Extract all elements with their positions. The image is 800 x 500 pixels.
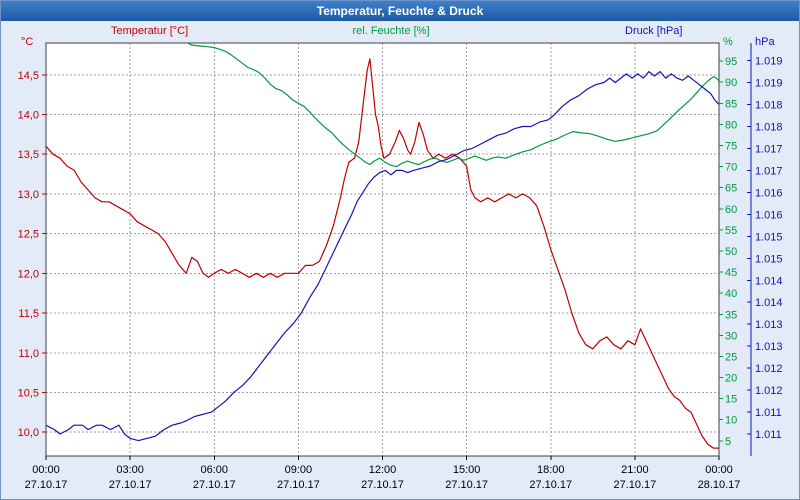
svg-text:95: 95 — [725, 56, 737, 68]
x-tick-date: 27.10.17 — [25, 479, 68, 491]
svg-text:12,5: 12,5 — [18, 229, 39, 241]
x-tick-time: 21:00 — [621, 464, 649, 476]
x-tick-time: 15:00 — [453, 464, 481, 476]
svg-text:75: 75 — [725, 141, 737, 153]
svg-text:1.016: 1.016 — [755, 187, 783, 199]
svg-text:15: 15 — [725, 394, 737, 406]
x-tick-date: 27.10.17 — [613, 479, 656, 491]
svg-text:55: 55 — [725, 225, 737, 237]
svg-text:1.012: 1.012 — [755, 363, 783, 375]
svg-text:1.014: 1.014 — [755, 297, 783, 309]
humidity-axis-unit: % — [723, 36, 733, 48]
svg-text:35: 35 — [725, 309, 737, 321]
svg-text:11,0: 11,0 — [18, 348, 39, 360]
x-tick-time: 12:00 — [369, 464, 397, 476]
svg-text:10,5: 10,5 — [18, 387, 39, 399]
svg-text:1.017: 1.017 — [755, 165, 783, 177]
svg-text:45: 45 — [725, 267, 737, 279]
svg-text:60: 60 — [725, 204, 737, 216]
pressure-axis-unit: hPa — [755, 36, 775, 48]
svg-text:1.015: 1.015 — [755, 253, 783, 265]
window-title: Temperatur, Feuchte & Druck — [316, 4, 484, 18]
svg-text:80: 80 — [725, 119, 737, 131]
svg-text:65: 65 — [725, 183, 737, 195]
svg-text:12,0: 12,0 — [18, 268, 39, 280]
x-tick-time: 09:00 — [285, 464, 313, 476]
x-tick-time: 03:00 — [116, 464, 144, 476]
temperature-axis: 14,5 14,0 13,5 13,0 12,5 12,0 11,5 11,0 10,5 10,0 — [18, 70, 46, 439]
x-tick-time: 18:00 — [537, 464, 565, 476]
svg-text:1.018: 1.018 — [755, 121, 783, 133]
svg-text:40: 40 — [725, 288, 737, 300]
svg-text:1.018: 1.018 — [755, 100, 783, 112]
x-tick-date: 27.10.17 — [109, 479, 152, 491]
x-tick-date: 27.10.17 — [445, 479, 488, 491]
svg-text:1.016: 1.016 — [755, 209, 783, 221]
x-tick-date: 27.10.17 — [361, 479, 404, 491]
x-tick-time: 00:00 — [32, 464, 60, 476]
svg-text:10: 10 — [725, 415, 737, 427]
humidity-series — [186, 43, 719, 168]
svg-text:1.013: 1.013 — [755, 319, 783, 331]
x-tick-time: 00:00 — [705, 464, 733, 476]
legend-humidity: rel. Feuchte [%] — [352, 25, 430, 37]
svg-text:1.015: 1.015 — [755, 231, 783, 243]
svg-text:1.019: 1.019 — [755, 78, 783, 90]
svg-text:20: 20 — [725, 373, 737, 385]
svg-text:90: 90 — [725, 77, 737, 89]
svg-text:1.014: 1.014 — [755, 275, 783, 287]
window-titlebar: Temperatur, Feuchte & Druck — [1, 1, 799, 21]
svg-text:13,5: 13,5 — [18, 149, 39, 161]
x-tick-date: 27.10.17 — [193, 479, 236, 491]
x-tick-date: 27.10.17 — [529, 479, 572, 491]
svg-text:1.019: 1.019 — [755, 56, 783, 68]
svg-text:5: 5 — [725, 436, 731, 448]
pressure-series — [46, 70, 719, 442]
svg-text:30: 30 — [725, 330, 737, 342]
svg-text:14,0: 14,0 — [18, 109, 39, 121]
legend-temperature: Temperatur [°C] — [111, 25, 189, 37]
x-tick-date: 27.10.17 — [277, 479, 320, 491]
x-axis: 00:00 27.10.17 03:00 27.10.17 06:00 27.10.17 0… — [25, 456, 741, 491]
x-tick-time: 06:00 — [200, 464, 228, 476]
legend-pressure: Druck [hPa] — [625, 25, 683, 37]
svg-text:70: 70 — [725, 162, 737, 174]
svg-text:1.017: 1.017 — [755, 143, 783, 155]
svg-text:1.011: 1.011 — [755, 407, 782, 419]
x-tick-date: 28.10.17 — [698, 479, 741, 491]
humidity-axis: 95 90 85 80 75 70 65 60 55 50 45 40 35 30 25 20 15 10 5 — [719, 56, 737, 448]
temperature-series — [46, 58, 719, 449]
svg-text:85: 85 — [725, 98, 737, 110]
svg-text:11,5: 11,5 — [18, 308, 39, 320]
svg-text:10,0: 10,0 — [18, 427, 39, 439]
svg-text:25: 25 — [725, 351, 737, 363]
svg-text:14,5: 14,5 — [18, 70, 39, 82]
svg-text:50: 50 — [725, 246, 737, 258]
svg-text:1.011: 1.011 — [755, 429, 782, 441]
svg-text:13,0: 13,0 — [18, 189, 39, 201]
svg-text:1.013: 1.013 — [755, 341, 783, 353]
svg-text:1.012: 1.012 — [755, 385, 783, 397]
temperature-axis-unit: °C — [21, 36, 34, 48]
pressure-axis: 1.019 1.019 1.018 1.018 1.017 1.017 1.016 1.016… — [747, 43, 783, 456]
